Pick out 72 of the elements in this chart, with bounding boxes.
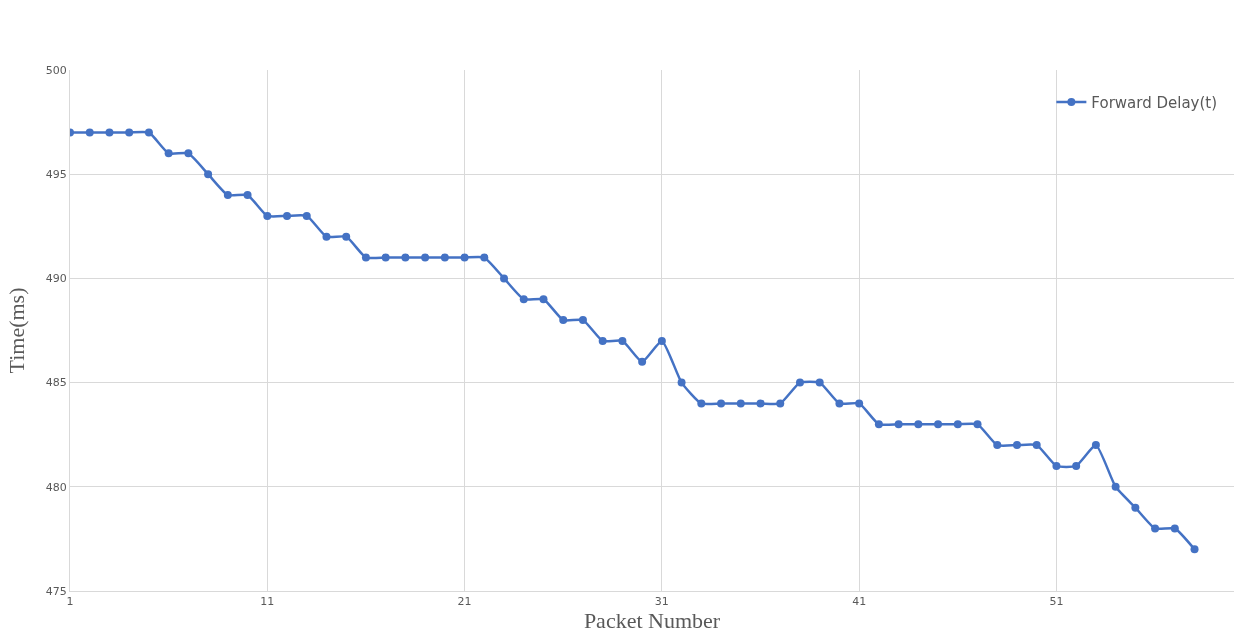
point: [1012, 441, 1021, 450]
point: [1170, 524, 1179, 533]
point: [519, 295, 528, 304]
point: [677, 378, 686, 387]
y-tick-label: 500: [45, 63, 67, 77]
point: [381, 253, 390, 262]
y-axis-title: Time(ms): [3, 287, 29, 374]
point: [776, 399, 785, 408]
point: [736, 399, 745, 408]
x-axis-title: Packet Number: [583, 608, 721, 634]
point: [460, 253, 469, 262]
point: [835, 399, 844, 408]
x-tick-label: 21: [457, 595, 472, 609]
point: [243, 191, 252, 200]
point: [223, 191, 232, 200]
point: [184, 149, 193, 158]
y-tick-label: 475: [45, 584, 67, 598]
point: [144, 128, 153, 137]
point: [717, 399, 726, 408]
point: [401, 253, 410, 262]
point: [993, 441, 1002, 450]
point: [342, 232, 351, 241]
x-tick-label: 1: [66, 595, 74, 609]
legend-label: Forward Delay(t): [1091, 93, 1218, 112]
point: [1032, 441, 1041, 450]
point: [1091, 441, 1100, 450]
point: [263, 211, 272, 220]
point: [815, 378, 824, 387]
x-tick-label: 31: [654, 595, 669, 609]
y-tick-label: 485: [45, 376, 67, 390]
point: [440, 253, 449, 262]
point: [539, 295, 548, 304]
point: [953, 420, 962, 429]
x-tick-label: 11: [260, 595, 275, 609]
point: [302, 211, 311, 220]
point: [894, 420, 903, 429]
point: [283, 211, 292, 220]
point: [598, 336, 607, 345]
y-tick-label: 495: [45, 168, 67, 182]
point: [421, 253, 430, 262]
point: [618, 336, 627, 345]
point: [697, 399, 706, 408]
point: [973, 420, 982, 429]
point: [1072, 461, 1081, 470]
point: [638, 357, 647, 366]
point: [795, 378, 804, 387]
y-tick-label: 480: [45, 480, 67, 494]
point: [855, 399, 864, 408]
x-tick-label: 41: [852, 595, 867, 609]
point: [1111, 482, 1120, 491]
point: [756, 399, 765, 408]
point: [105, 128, 114, 137]
point: [578, 316, 587, 325]
point: [874, 420, 883, 429]
point: [164, 149, 173, 158]
point: [204, 170, 213, 179]
y-tick-label: 490: [45, 272, 67, 286]
point: [1131, 503, 1140, 512]
x-tick-label: 51: [1049, 595, 1064, 609]
point: [934, 420, 943, 429]
point: [361, 253, 370, 262]
point: [559, 316, 568, 325]
point: [1151, 524, 1160, 533]
point: [657, 336, 666, 345]
point: [85, 128, 94, 137]
point: [125, 128, 134, 137]
point: [1190, 545, 1199, 554]
point: [480, 253, 489, 262]
point: [1052, 461, 1061, 470]
point: [322, 232, 331, 241]
point: [500, 274, 509, 283]
point: [914, 420, 923, 429]
